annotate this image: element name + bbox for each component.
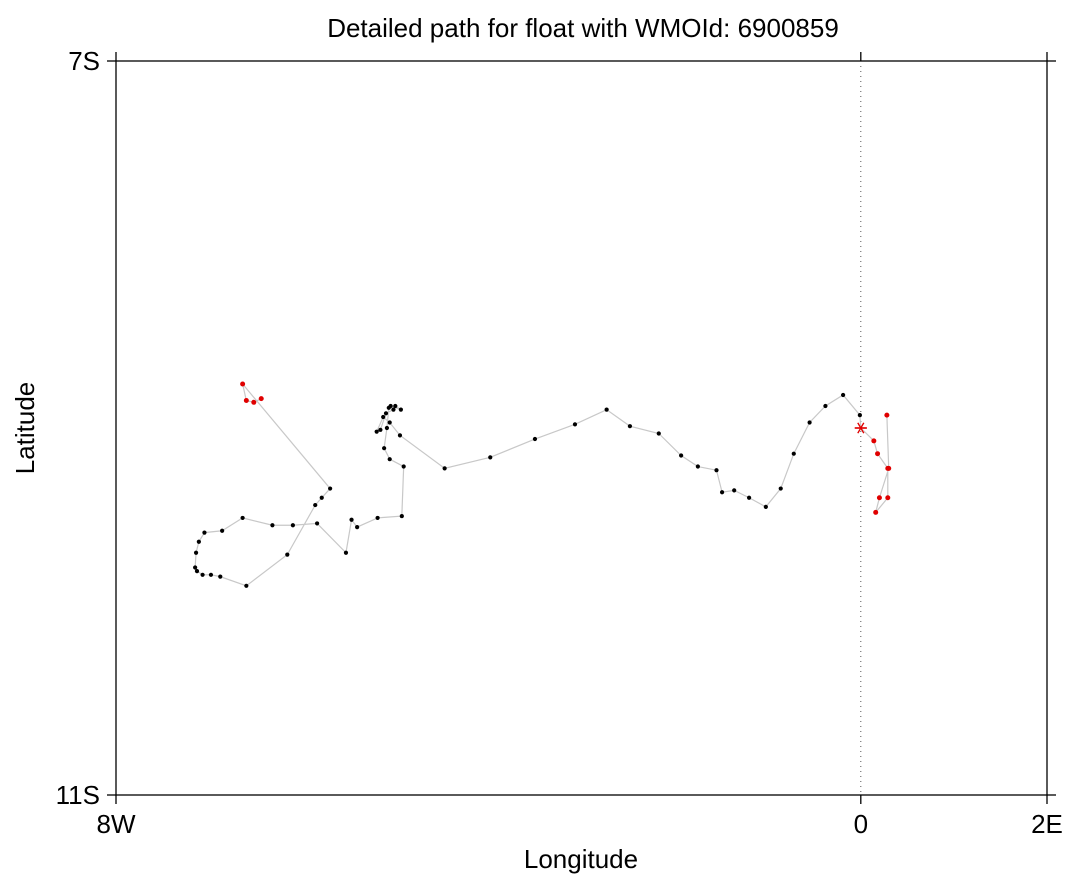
profile-point — [220, 528, 225, 533]
profile-point — [200, 572, 205, 577]
recent-profile-point — [876, 495, 882, 501]
profile-point — [290, 523, 295, 528]
recent-profile-point — [886, 465, 892, 471]
profile-point — [857, 413, 862, 418]
x-tick-label: 2E — [1031, 809, 1063, 839]
profile-point — [244, 583, 249, 588]
profile-point — [387, 457, 392, 462]
profile-point — [488, 455, 493, 460]
recent-profile-point — [875, 451, 881, 457]
profile-point — [807, 420, 812, 425]
profile-point — [746, 495, 752, 500]
recent-profile-point — [240, 381, 246, 387]
profile-point — [841, 392, 846, 398]
profile-point — [695, 464, 700, 469]
profile-point — [196, 539, 201, 544]
profile-point — [397, 433, 403, 438]
float-track — [194, 383, 890, 587]
deployment-marker-group — [854, 422, 867, 434]
profile-point — [349, 517, 354, 522]
profile-point — [442, 466, 447, 471]
profile-point — [193, 550, 199, 555]
profile-point — [378, 427, 383, 432]
profile-point — [208, 572, 214, 577]
profile-point — [343, 550, 349, 555]
profile-point — [532, 436, 538, 442]
profile-point — [386, 405, 391, 410]
x-tick-label: 0 — [854, 809, 868, 839]
profile-point — [679, 453, 684, 458]
profile-point — [194, 569, 200, 574]
profile-point — [193, 565, 198, 570]
profile-point — [381, 414, 386, 420]
x-axis-label: Longitude — [524, 844, 638, 874]
y-tick-label: 7S — [68, 46, 100, 76]
recent-profile-point — [873, 509, 879, 515]
profile-point — [399, 513, 404, 519]
profile-point — [391, 407, 396, 412]
profile-point — [382, 446, 387, 451]
profile-point — [401, 464, 406, 469]
profile-point — [314, 521, 320, 526]
profile-point — [763, 504, 768, 510]
profile-point — [218, 574, 223, 579]
profile-point — [270, 523, 275, 528]
recent-profile-point — [258, 396, 264, 402]
profile-point — [714, 468, 719, 473]
recent-track-line — [860, 415, 890, 513]
y-tick-label: 11S — [56, 780, 100, 810]
profile-point — [319, 495, 324, 500]
profile-point — [374, 429, 379, 434]
recent-track-line — [242, 383, 262, 403]
profile-point — [627, 424, 633, 429]
profile-point — [240, 515, 245, 521]
recent-profile-point — [251, 399, 257, 405]
plot-frame — [115, 60, 1048, 796]
axis-ticks: 8W 0 2E 7S 11S — [56, 46, 1063, 839]
profile-point — [791, 451, 796, 456]
profile-point — [387, 420, 392, 425]
profile-point — [375, 515, 380, 521]
profile-point — [604, 407, 609, 412]
profile-point — [656, 431, 661, 436]
profile-point — [285, 552, 290, 557]
recent-profile-point — [885, 495, 891, 501]
profile-point — [823, 403, 828, 409]
recent-profile-point — [871, 438, 877, 444]
profile-point — [732, 488, 737, 493]
track-line — [194, 394, 862, 587]
profile-point — [393, 403, 398, 409]
profile-point — [202, 530, 207, 535]
profile-point — [384, 425, 390, 431]
profile-point — [355, 524, 360, 530]
profile-point — [383, 411, 389, 416]
profile-point — [778, 486, 783, 491]
profile-point — [313, 502, 318, 508]
chart-title: Detailed path for float with WMOId: 6900… — [327, 13, 839, 43]
y-axis-label: Latitude — [10, 382, 40, 475]
profile-point — [719, 490, 725, 495]
profile-point — [572, 422, 578, 427]
x-tick-label: 8W — [97, 809, 136, 839]
recent-profile-point — [884, 412, 890, 418]
deployment-marker — [854, 422, 867, 434]
recent-profile-point — [243, 397, 249, 403]
track-link-line — [242, 383, 331, 489]
profile-points — [193, 381, 892, 588]
profile-point — [398, 407, 403, 412]
profile-point — [328, 486, 333, 491]
